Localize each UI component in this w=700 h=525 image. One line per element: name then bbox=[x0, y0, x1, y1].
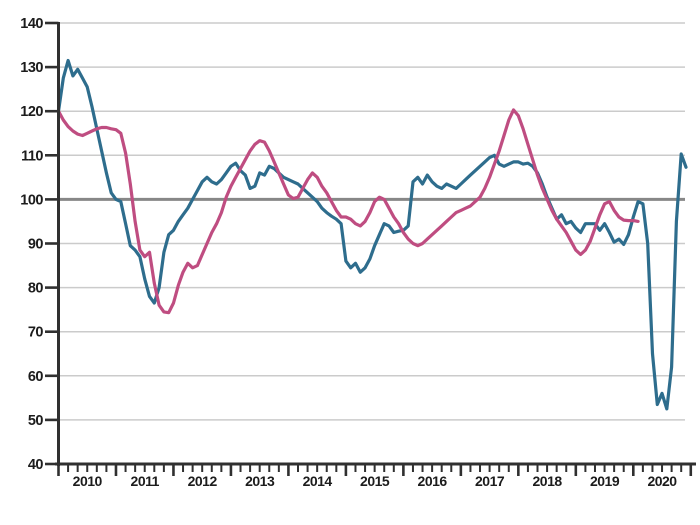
y-tick-label: 140 bbox=[20, 16, 43, 32]
y-tick-label: 130 bbox=[20, 60, 43, 76]
x-year-label: 2015 bbox=[360, 473, 390, 489]
y-tick-label: 110 bbox=[21, 148, 43, 164]
gridlines bbox=[58, 22, 685, 421]
x-year-label: 2017 bbox=[475, 473, 505, 489]
tick-labels: 140 130 120 110 100 90 80 70 60 50 40 2010 2011 2012 2… bbox=[20, 16, 678, 489]
y-tick-label: 90 bbox=[28, 237, 44, 253]
x-year-label: 2014 bbox=[303, 473, 333, 489]
x-year-label: 2010 bbox=[73, 473, 103, 489]
x-year-label: 2016 bbox=[418, 473, 448, 489]
x-year-label: 2020 bbox=[647, 473, 677, 489]
y-tick-label: 120 bbox=[20, 104, 43, 120]
series-teal bbox=[56, 58, 688, 411]
x-year-label: 2019 bbox=[590, 473, 620, 489]
y-tick-label: 80 bbox=[28, 281, 44, 297]
y-tick-label: 50 bbox=[28, 413, 44, 429]
x-year-label: 2013 bbox=[245, 473, 275, 489]
y-tick-label: 40 bbox=[28, 457, 44, 473]
y-tick-label: 100 bbox=[20, 192, 43, 208]
y-tick-label: 60 bbox=[28, 369, 44, 385]
series-pink bbox=[56, 108, 640, 315]
y-tick-label: 70 bbox=[28, 325, 44, 341]
x-year-label: 2018 bbox=[533, 473, 563, 489]
x-year-label: 2011 bbox=[131, 473, 160, 489]
x-year-label: 2012 bbox=[188, 473, 218, 489]
axes-and-ticks bbox=[45, 21, 696, 476]
data-series bbox=[56, 58, 688, 411]
